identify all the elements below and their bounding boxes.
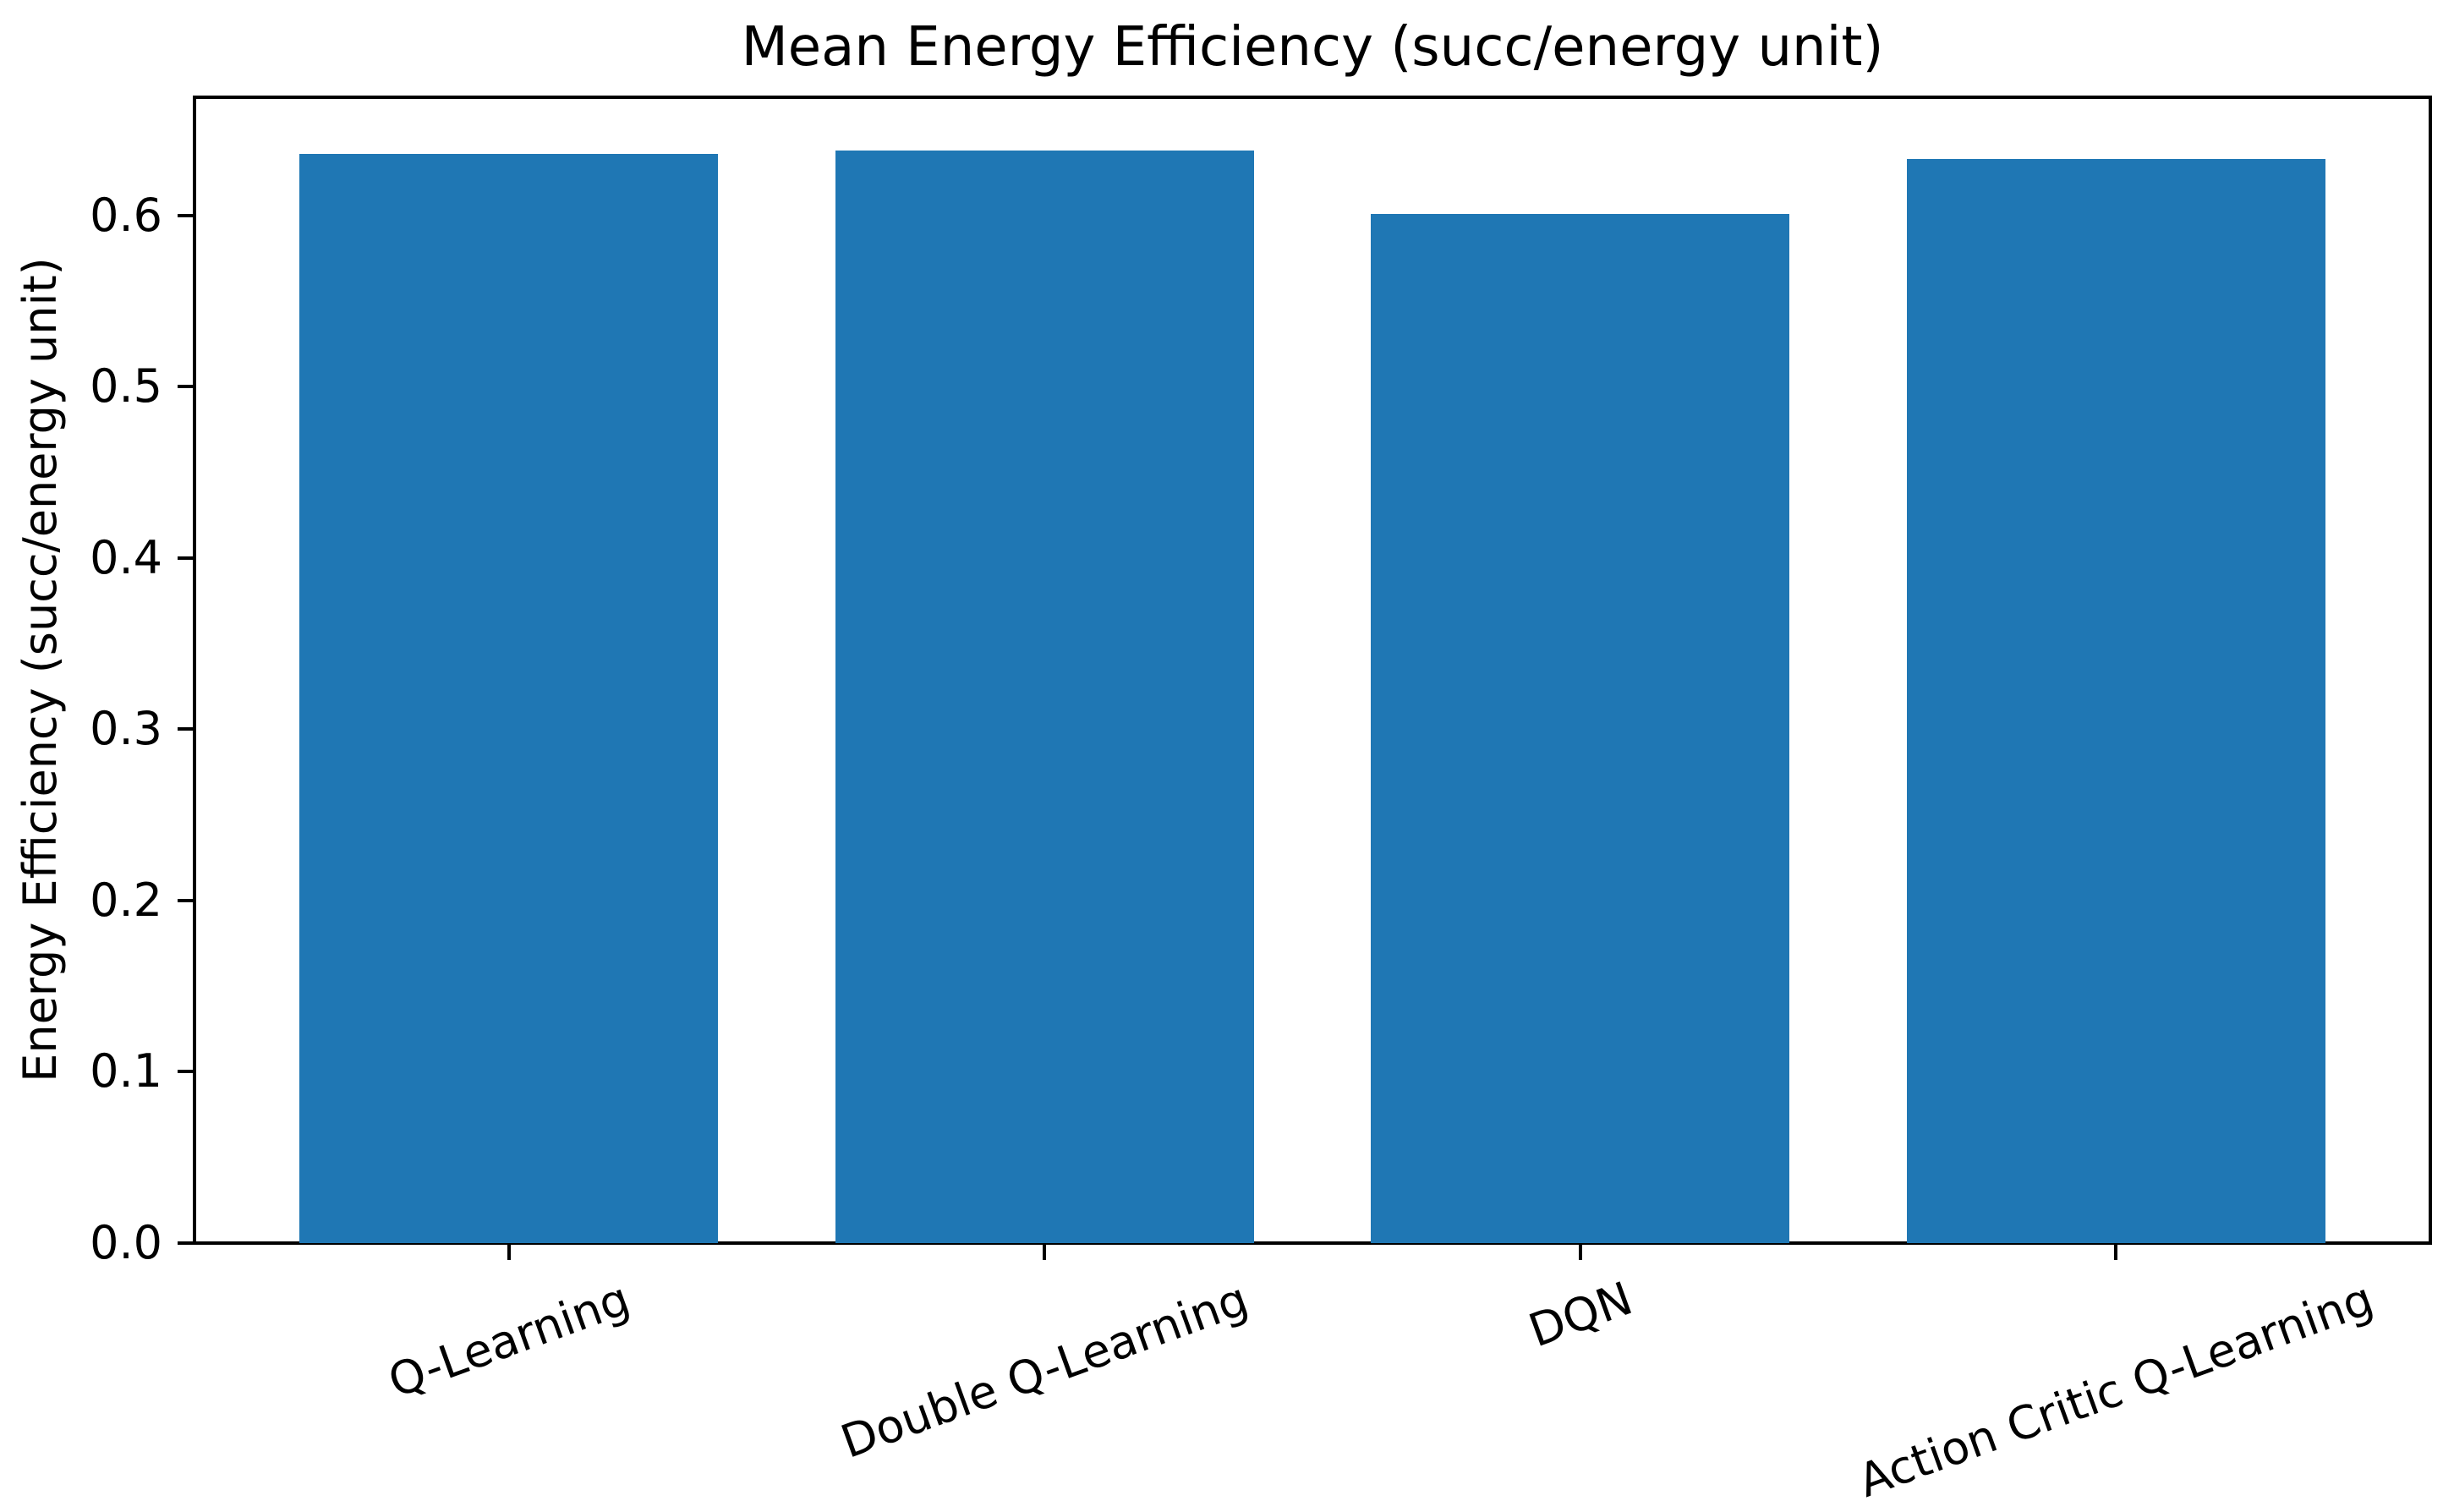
x-tick-mark [2114, 1245, 2118, 1260]
bar-dqn [1371, 213, 1790, 1243]
y-tick-mark [178, 385, 193, 389]
y-tick-mark [178, 727, 193, 731]
y-tick-label: 0.5 [90, 359, 162, 414]
y-tick-label: 0.1 [90, 1044, 162, 1098]
y-tick-mark [178, 556, 193, 560]
y-tick-mark [178, 213, 193, 217]
x-tick-label-double-q-learning: Double Q-Learning [834, 1272, 1256, 1469]
y-tick-mark [178, 1070, 193, 1074]
plot-area [193, 96, 2432, 1245]
x-tick-mark [1578, 1245, 1582, 1260]
bar-action-critic-q-learning [1906, 158, 2325, 1243]
x-tick-mark [1043, 1245, 1047, 1260]
y-tick-mark [178, 898, 193, 902]
x-tick-label-dqn: DQN [1521, 1272, 1640, 1358]
x-tick-label-action-critic-q-learning: Action Critic Q-Learning [1851, 1272, 2380, 1508]
bar-double-q-learning [835, 150, 1254, 1243]
y-tick-label: 0.2 [90, 873, 162, 927]
y-tick-label: 0.3 [90, 702, 162, 756]
x-tick-mark [507, 1245, 511, 1260]
chart-title: Mean Energy Efficiency (succ/energy unit… [741, 16, 1884, 79]
y-tick-mark [178, 1241, 193, 1245]
x-tick-label-q-learning: Q-Learning [381, 1272, 637, 1409]
bar-q-learning [299, 153, 719, 1243]
y-tick-label: 0.4 [90, 530, 162, 584]
y-tick-label: 0.6 [90, 188, 162, 242]
y-tick-label: 0.0 [90, 1216, 162, 1269]
